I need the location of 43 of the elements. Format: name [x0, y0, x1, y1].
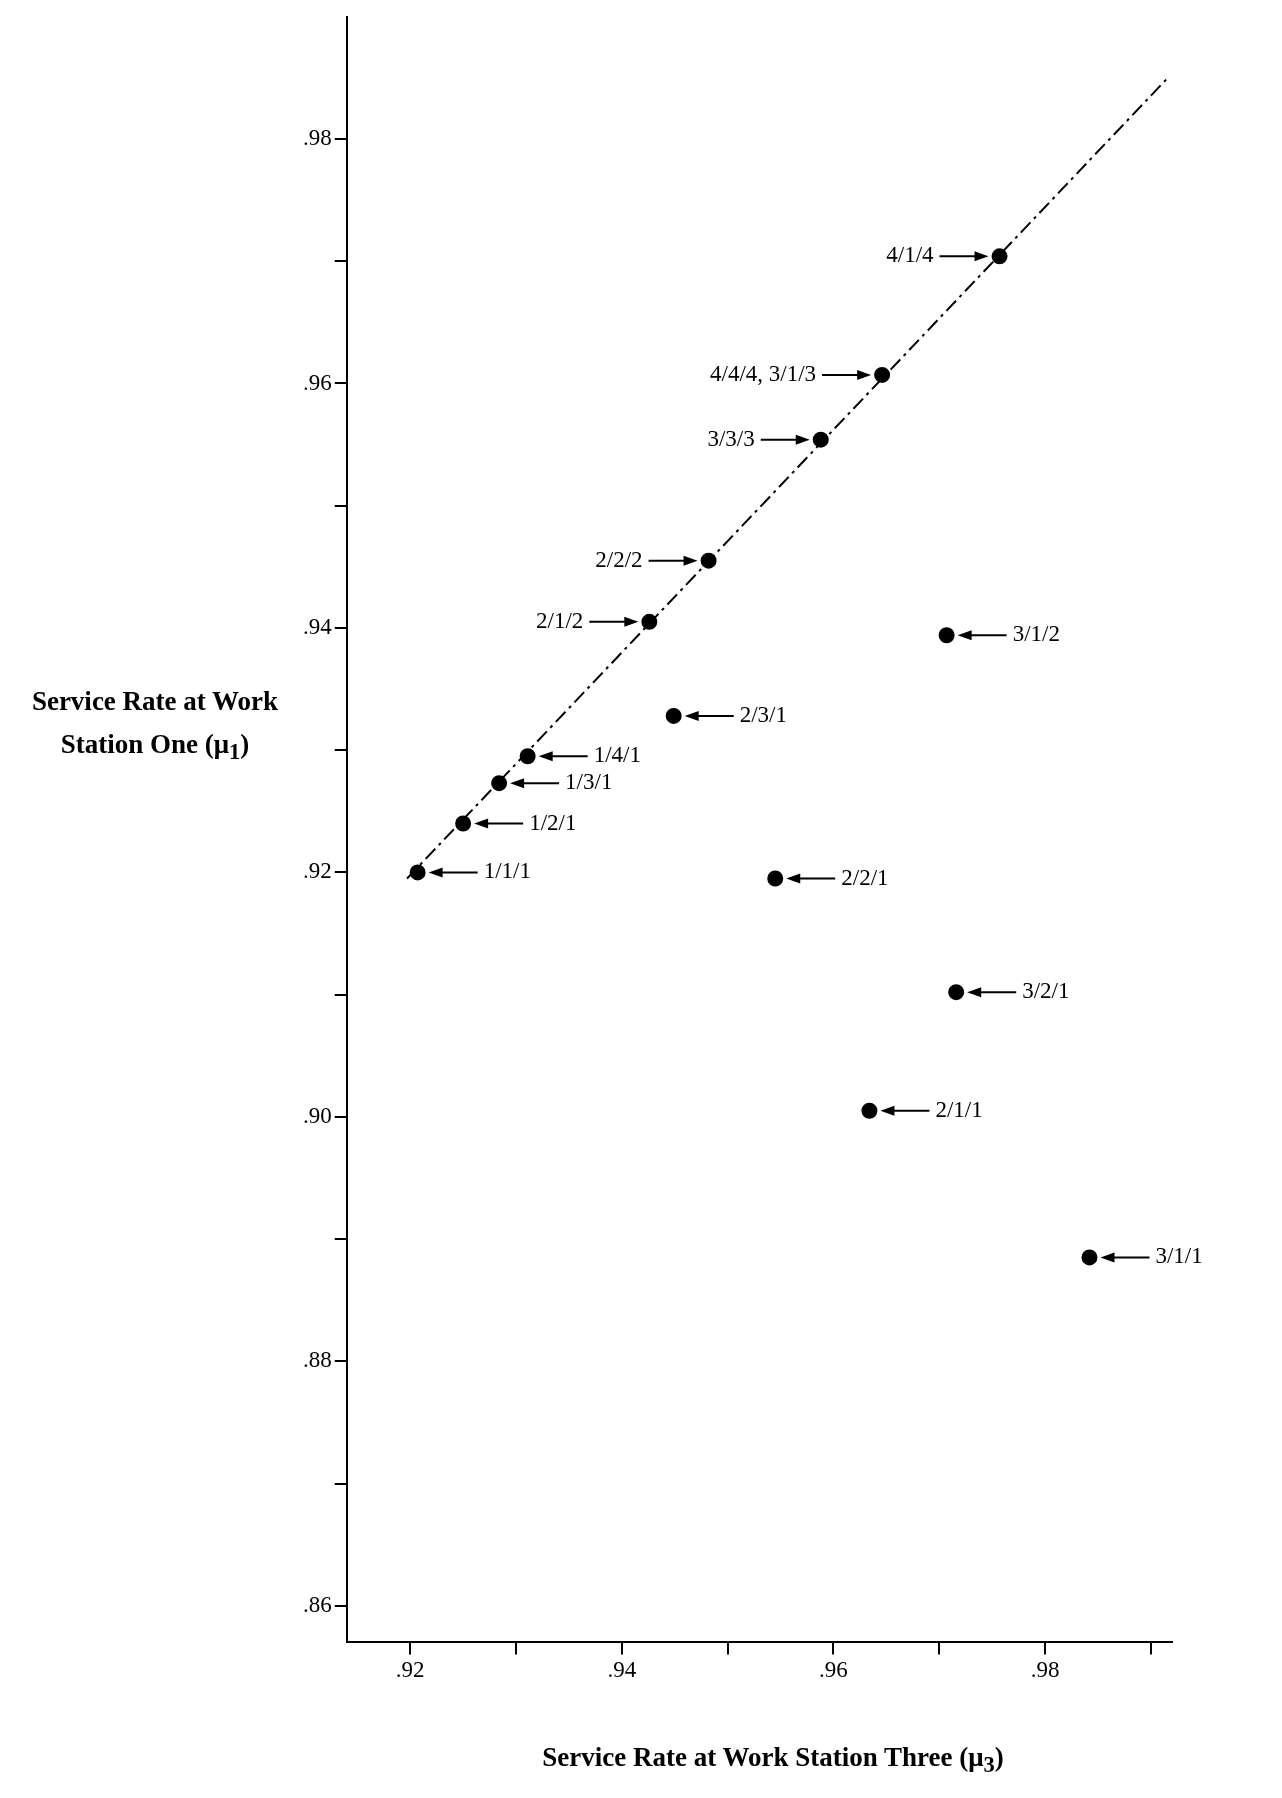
point	[455, 815, 472, 832]
annotation: 3/3/3	[707, 425, 755, 451]
annotation: 4/1/4	[886, 242, 935, 268]
point	[991, 248, 1008, 265]
point	[491, 775, 508, 792]
annotation: 3/1/2	[1012, 621, 1060, 647]
annotation: 4/4/4, 3/1/3	[710, 360, 817, 386]
y-tick-label: .88	[303, 1347, 332, 1373]
point	[641, 613, 658, 630]
annotation: 2/1/1	[935, 1096, 983, 1122]
point	[700, 552, 717, 569]
x-tick-label: .96	[819, 1657, 848, 1683]
point	[519, 748, 536, 765]
y-tick-label: .98	[303, 125, 332, 151]
annotation: 3/1/1	[1155, 1243, 1203, 1269]
x-tick-label: .92	[395, 1657, 425, 1683]
x-tick-label: .94	[607, 1657, 637, 1683]
point	[874, 366, 891, 383]
x-tick-label: .98	[1030, 1657, 1060, 1683]
y-tick-label: .90	[303, 1102, 332, 1128]
annotation: 1/4/1	[593, 742, 641, 768]
annotation: 2/2/1	[841, 864, 889, 890]
annotation: 1/2/1	[529, 809, 577, 835]
annotation: 1/3/1	[565, 769, 613, 795]
y-tick-label: .96	[303, 369, 332, 395]
point	[948, 984, 965, 1001]
annotation: 1/1/1	[483, 858, 531, 884]
y-tick-label: .92	[303, 858, 332, 884]
annotation: 3/2/1	[1022, 978, 1070, 1004]
y-axis-title: Service Rate at Work Station One (μ$_{1}$)	[30, 685, 280, 767]
point	[409, 864, 426, 881]
annotation: 2/3/1	[739, 701, 787, 727]
point	[767, 870, 784, 887]
point	[861, 1102, 878, 1119]
point	[665, 707, 682, 724]
point	[812, 431, 829, 448]
point	[938, 627, 955, 644]
y-tick-label: .86	[303, 1591, 332, 1617]
annotation: 2/1/2	[536, 607, 584, 633]
annotation: 2/2/2	[595, 546, 643, 572]
y-tick-label: .94	[303, 613, 333, 639]
point	[1081, 1249, 1098, 1266]
x-axis-title: Service Rate at Work Station Three (μ$_{3}$)	[541, 1742, 1005, 1779]
